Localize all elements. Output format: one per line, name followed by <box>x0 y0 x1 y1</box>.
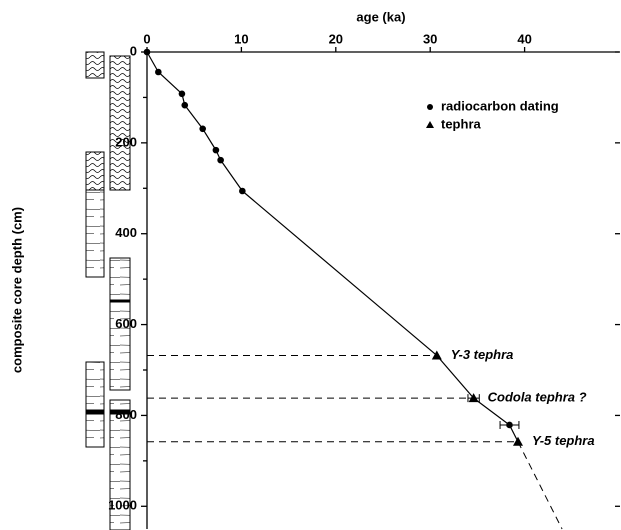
y-tick-label: 400 <box>115 225 137 240</box>
extrapolation <box>517 441 563 530</box>
lithology-columns <box>85 51 131 530</box>
radiocarbon-marker <box>143 48 151 56</box>
x-tick-label: 10 <box>234 31 248 46</box>
age-model-segment <box>202 128 217 151</box>
x-tick-label: 20 <box>329 31 343 46</box>
age-model-segment <box>436 355 475 399</box>
age-model-segment <box>220 159 243 192</box>
legend-symbol <box>426 121 434 128</box>
tephra-label: Y-3 tephra <box>451 347 514 362</box>
age-model-segment <box>157 71 183 95</box>
radiocarbon-marker <box>155 68 162 76</box>
radiocarbon-marker <box>506 421 513 429</box>
radiocarbon-marker <box>181 101 189 109</box>
radiocarbon-marker <box>178 90 186 98</box>
age-model-segment <box>184 104 204 130</box>
y-tick-label: 600 <box>115 316 137 331</box>
tephra-label: Codola tephra ? <box>488 390 587 405</box>
y-tick-label: 800 <box>115 407 137 422</box>
radiocarbon-marker <box>239 187 246 195</box>
y-tick-label: 0 <box>130 43 137 58</box>
tephra-marker <box>512 436 523 446</box>
tephra-label: Y-5 tephra <box>532 433 595 448</box>
age-model-segment <box>241 190 438 356</box>
y-axis-title: composite core depth (cm) <box>9 207 24 373</box>
y-tick-label: 200 <box>115 134 137 149</box>
tephra-marker <box>468 393 479 403</box>
radiocarbon-marker <box>199 125 206 133</box>
legend-symbol <box>427 104 433 110</box>
age-model-segment <box>473 397 510 426</box>
radiocarbon-marker <box>217 156 224 164</box>
x-tick-label: 0 <box>143 31 150 46</box>
age-model-segment <box>146 51 159 73</box>
x-axis-title: age (ka) <box>356 9 405 24</box>
x-tick-label: 30 <box>423 31 437 46</box>
legend-label: tephra <box>441 116 482 131</box>
x-tick-label: 40 <box>517 31 531 46</box>
radiocarbon-marker <box>212 146 220 154</box>
y-tick-label: 1000 <box>108 498 137 513</box>
legend-label: radiocarbon dating <box>441 98 559 113</box>
tephra-marker <box>431 350 442 360</box>
